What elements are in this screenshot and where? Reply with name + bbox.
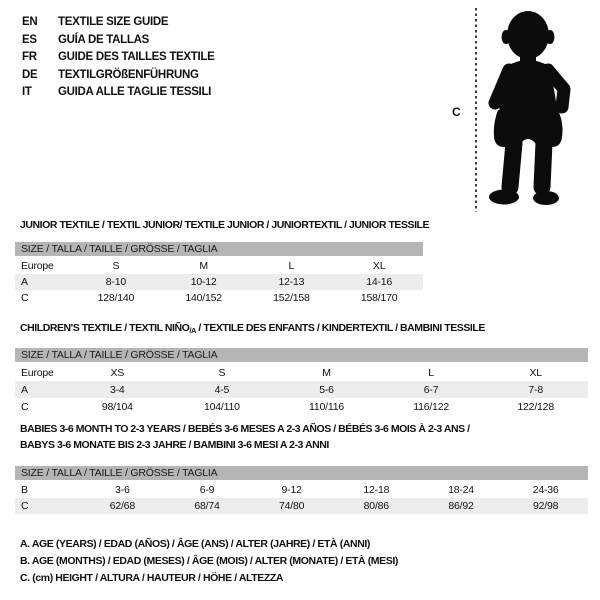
cell-value: 110/116 [308, 400, 344, 413]
language-row-en: EN TEXTILE SIZE GUIDE [22, 14, 215, 32]
junior-columns-row: Europe S M L XL [15, 258, 423, 274]
children-title-part: / TEXTILE DES ENFANTS / KINDERTEXTIL / B… [195, 322, 485, 334]
children-table: SIZE / TALLA / TAILLE / GRÖSSE / TAGLIA … [15, 348, 588, 415]
row-label: C [21, 400, 29, 413]
babies-table-title-line1: BABIES 3-6 MONTH TO 2-3 YEARS / BEBÉS 3-… [20, 423, 470, 435]
cell-value: 98/104 [101, 400, 133, 413]
language-label: TEXTILE SIZE GUIDE [58, 16, 169, 28]
children-size-header-bar: SIZE / TALLA / TAILLE / GRÖSSE / TAGLIA [15, 348, 588, 362]
language-list: EN TEXTILE SIZE GUIDE ES GUÍA DE TALLAS FR… [22, 14, 215, 102]
column-header: L [428, 366, 434, 379]
row-label: C [21, 500, 29, 512]
children-columns-row: Europe XS S M L XL [15, 364, 588, 381]
cell-value: 6-7 [423, 383, 439, 396]
height-measure-label: C [452, 105, 461, 119]
column-header: XS [110, 366, 125, 379]
babies-table: SIZE / TALLA / TAILLE / GRÖSSE / TAGLIA … [15, 466, 588, 514]
column-header: XL [529, 366, 542, 379]
table-row: C 62/68 68/74 74/80 80/86 86/92 92/98 [15, 498, 588, 514]
babies-size-header-bar: SIZE / TALLA / TAILLE / GRÖSSE / TAGLIA [15, 466, 588, 480]
column-header: M [199, 260, 208, 272]
cell-value: 6-9 [199, 484, 215, 496]
language-label: GUIDE DES TAILLES TEXTILE [58, 51, 215, 63]
children-title-part: CHILDREN'S TEXTILE / TEXTIL NIÑO [20, 322, 190, 334]
table-row: A 8-10 10-12 12-13 14-16 [15, 274, 423, 290]
cell-value: 9-12 [281, 484, 302, 496]
cell-value: 4-5 [214, 383, 230, 396]
footnote-a: A. AGE (YEARS) / EDAD (AÑOS) / ÂGE (ANS)… [20, 538, 371, 550]
language-label: GUIDA ALLE TAGLIE TESSILI [58, 86, 212, 98]
cell-value: 7-8 [528, 383, 543, 396]
junior-size-header-bar: SIZE / TALLA / TAILLE / GRÖSSE / TAGLIA [15, 242, 423, 256]
column-header: M [322, 366, 331, 379]
table-row: A 3-4 4-5 5-6 6-7 7-8 [15, 381, 588, 398]
cell-value: 74/80 [279, 500, 305, 512]
cell-value: 122/128 [517, 400, 554, 413]
column-header: L [288, 260, 295, 272]
junior-table-title: JUNIOR TEXTILE / TEXTIL JUNIOR/ TEXTILE … [20, 219, 430, 231]
table-row: C 98/104 104/110 110/116 116/122 122/128 [15, 398, 588, 415]
cell-value: 158/170 [360, 292, 398, 304]
row-label: A [21, 383, 28, 396]
cell-value: 5-6 [319, 383, 334, 396]
cell-value: 12-13 [278, 276, 305, 288]
table-row: B 3-6 6-9 9-12 12-18 18-24 24-36 [15, 482, 588, 498]
language-row-es: ES GUÍA DE TALLAS [22, 32, 215, 50]
row-label: B [21, 484, 28, 496]
table-row: C 128/140 140/152 152/158 158/170 [15, 290, 423, 306]
cell-value: 24-36 [532, 484, 559, 496]
language-code: IT [22, 86, 32, 98]
cell-value: 62/68 [109, 500, 135, 512]
cell-value: 92/98 [533, 500, 559, 512]
language-code: ES [22, 33, 37, 46]
cell-value: 68/74 [194, 500, 220, 512]
language-row-it: IT GUIDA ALLE TAGLIE TESSILI [22, 84, 215, 102]
cell-value: 116/122 [413, 400, 449, 413]
cell-value: 14-16 [366, 276, 393, 288]
footnote-b: B. AGE (MONTHS) / EDAD (MESES) / ÂGE (MO… [20, 555, 398, 567]
junior-table: SIZE / TALLA / TAILLE / GRÖSSE / TAGLIA … [15, 242, 423, 306]
children-title-subscript: /A [189, 326, 196, 335]
language-row-de: DE TEXTILGRÖßENFÜHRUNG [22, 67, 215, 85]
column-header: XL [372, 260, 386, 272]
column-header: Europe [21, 260, 54, 272]
column-header: S [218, 366, 226, 379]
cell-value: 10-12 [190, 276, 217, 288]
cell-value: 12-18 [363, 484, 390, 496]
language-label: TEXTILGRÖßENFÜHRUNG [58, 68, 199, 81]
cell-value: 128/140 [97, 292, 135, 304]
toddler-silhouette-icon [488, 11, 571, 205]
cell-value: 3-6 [115, 484, 130, 496]
height-measure-line [475, 8, 477, 212]
cell-value: 152/158 [273, 292, 310, 304]
cell-value: 140/152 [185, 292, 222, 304]
column-header: S [112, 260, 120, 272]
cell-value: 18-24 [448, 484, 474, 496]
row-label: A [21, 276, 28, 288]
language-row-fr: FR GUIDE DES TAILLES TEXTILE [22, 49, 215, 67]
language-code: FR [22, 51, 37, 63]
children-table-title: CHILDREN'S TEXTILE / TEXTIL NIÑO/A / TEX… [20, 322, 485, 335]
cell-value: 86/92 [448, 500, 474, 512]
cell-value: 104/110 [204, 400, 240, 413]
language-code: DE [22, 68, 38, 81]
babies-table-title-line2: BABYS 3-6 MONATE BIS 2-3 JAHRE / BAMBINI… [20, 439, 329, 451]
cell-value: 8-10 [105, 276, 126, 288]
cell-value: 80/86 [363, 500, 389, 512]
cell-value: 3-4 [110, 383, 125, 396]
footnote-c: C. (cm) HEIGHT / ALTURA / HAUTEUR / HÖHE… [20, 572, 284, 584]
column-header: Europe [21, 366, 54, 379]
language-code: EN [22, 16, 38, 28]
language-label: GUÍA DE TALLAS [58, 33, 149, 46]
row-label: C [21, 292, 29, 304]
footnotes: A. AGE (YEARS) / EDAD (AÑOS) / ÂGE (ANS)… [20, 536, 398, 587]
